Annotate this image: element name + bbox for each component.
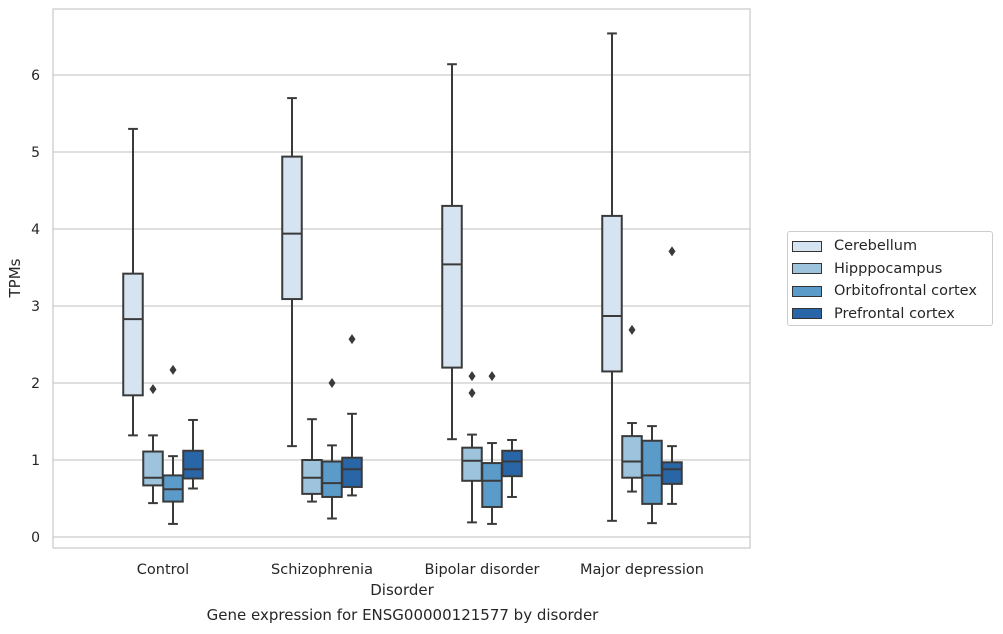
box-cerebellum-2: [441, 63, 463, 441]
legend-swatch: [792, 263, 822, 274]
legend-swatch: [792, 240, 822, 252]
x-tick-label: Schizophrenia: [271, 562, 373, 578]
legend-label: Orbitofrontal cortex: [834, 283, 977, 299]
legend-swatch: [792, 308, 822, 319]
outlier-point: [328, 378, 336, 388]
box-iqr: [182, 449, 204, 480]
legend-item: Orbitofrontal cortex: [792, 282, 977, 300]
legend-swatch: [792, 285, 822, 297]
legend-item: Cerebellum: [792, 237, 917, 255]
y-tick-labels: 0 1 2 3 4 5 6: [31, 68, 40, 546]
y-tick-label: 6: [31, 68, 40, 84]
legend-item: Prefrontal cortex: [792, 305, 955, 323]
box-prefrontal-cortex-2: [501, 438, 523, 498]
x-tick-label: Bipolar disorder: [425, 562, 540, 578]
y-tick-label: 0: [31, 530, 40, 546]
x-tick-label: Major depression: [580, 562, 704, 578]
box-iqr: [441, 204, 463, 369]
y-tick-label: 5: [31, 145, 40, 161]
x-axis-label: Disorder: [370, 581, 434, 599]
box-prefrontal-cortex-3: [661, 246, 683, 505]
y-tick-label: 1: [31, 453, 40, 469]
box-hipppocampus-2: [461, 371, 483, 524]
box-iqr: [641, 439, 663, 505]
legend-label: Hipppocampus: [834, 260, 943, 277]
box-hipppocampus-0: [142, 384, 164, 505]
outlier-point: [468, 388, 476, 399]
box-orbitofrontal-cortex-1: [321, 378, 343, 520]
box-iqr: [661, 461, 683, 485]
y-tick-label: 2: [31, 376, 40, 392]
outlier-point: [468, 371, 476, 382]
box-iqr: [621, 435, 643, 479]
box-cerebellum-1: [281, 97, 303, 448]
box-cerebellum-3: [601, 32, 623, 522]
box-cerebellum-0: [122, 127, 144, 437]
box-iqr: [501, 449, 523, 478]
box-orbitofrontal-cortex-3: [641, 425, 663, 525]
legend-item: Hipppocampus: [792, 260, 942, 278]
outlier-point: [668, 246, 676, 257]
box-orbitofrontal-cortex-0: [162, 364, 184, 525]
outlier-point: [628, 324, 636, 335]
chart-caption: Gene expression for ENSG00000121577 by d…: [206, 606, 599, 624]
box-iqr: [341, 456, 363, 488]
legend-label: Prefrontal cortex: [834, 305, 955, 322]
y-tick-label: 4: [31, 222, 40, 238]
legend: Cerebellum Hipppocampus Orbitofrontal cort…: [787, 231, 993, 326]
box-prefrontal-cortex-0: [182, 418, 204, 490]
outlier-point: [348, 334, 356, 345]
box-iqr: [481, 462, 503, 508]
outlier-point: [169, 364, 177, 375]
y-axis-label: TPMs: [6, 258, 24, 298]
outlier-point: [149, 384, 157, 395]
box-iqr: [142, 450, 164, 487]
box-orbitofrontal-cortex-2: [481, 371, 503, 525]
box-iqr: [122, 272, 144, 397]
box-iqr: [601, 214, 623, 373]
x-tick-labels: Control Schizophrenia Bipolar disorder Majo…: [137, 562, 704, 578]
box-iqr: [281, 155, 303, 301]
box-iqr: [461, 446, 483, 482]
outlier-point: [488, 371, 496, 382]
x-tick-label: Control: [137, 562, 189, 578]
y-tick-label: 3: [31, 299, 40, 315]
legend-label: Cerebellum: [834, 238, 918, 254]
box-groups: [122, 32, 683, 525]
box-iqr: [321, 460, 343, 498]
box-prefrontal-cortex-1: [341, 334, 363, 497]
